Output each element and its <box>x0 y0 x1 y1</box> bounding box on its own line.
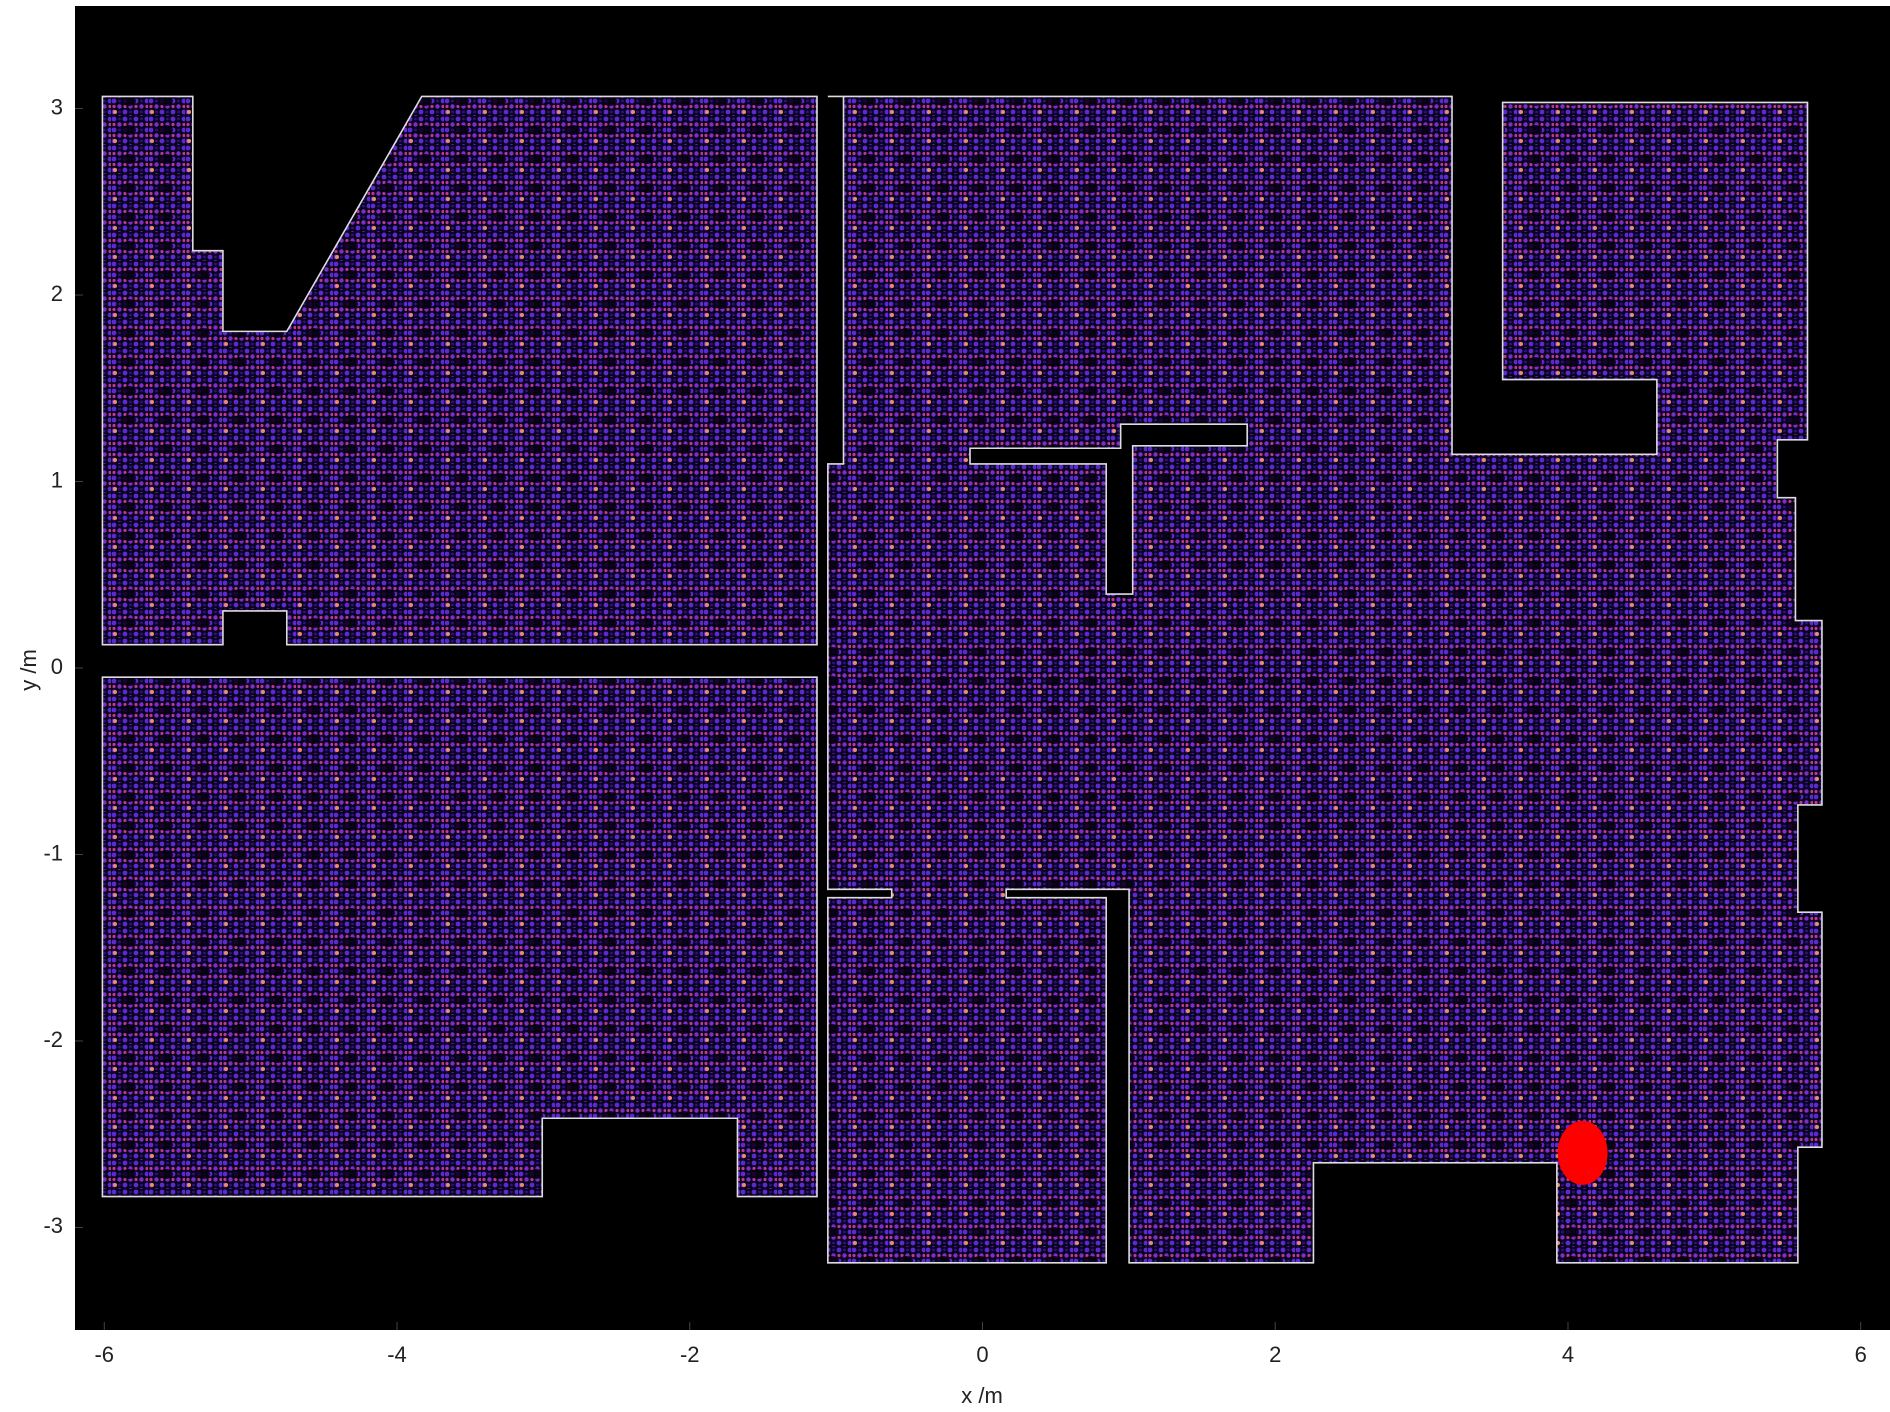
room <box>101 676 818 1198</box>
x-tick-label: 4 <box>1562 1342 1574 1367</box>
floor-plan <box>101 95 1823 1264</box>
room <box>101 95 818 646</box>
x-tick-label: 2 <box>1269 1342 1281 1367</box>
room <box>827 95 1823 1264</box>
x-tick-label: 0 <box>976 1342 988 1367</box>
y-axis-label: y /m <box>16 649 41 691</box>
y-tick-label: 0 <box>51 654 63 679</box>
x-tick-label: -4 <box>387 1342 407 1367</box>
x-axis-label: x /m <box>961 1383 1003 1408</box>
y-tick-label: -3 <box>43 1213 63 1238</box>
source-point <box>1557 1120 1608 1185</box>
x-tick-label: -6 <box>94 1342 114 1367</box>
y-tick-label: -1 <box>43 840 63 865</box>
x-tick-label: 6 <box>1855 1342 1867 1367</box>
y-tick-label: 1 <box>51 467 63 492</box>
wall <box>969 423 1248 595</box>
x-tick-label: -2 <box>680 1342 700 1367</box>
y-tick-label: -2 <box>43 1027 63 1052</box>
y-tick-label: 3 <box>51 94 63 119</box>
y-tick-label: 2 <box>51 281 63 306</box>
